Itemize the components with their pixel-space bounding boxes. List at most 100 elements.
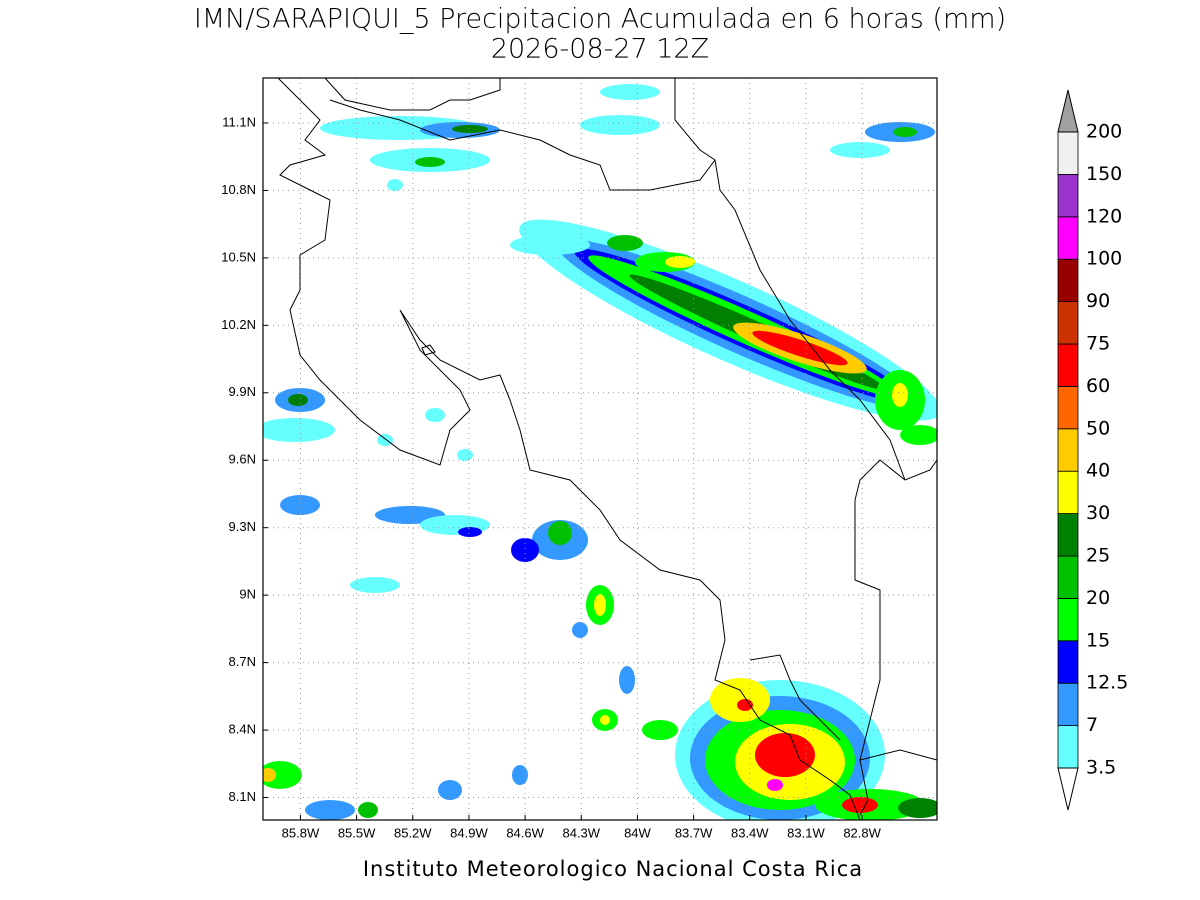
colorbar-swatch xyxy=(1057,301,1079,345)
y-tick-label: 9.3N xyxy=(229,519,256,534)
precip-area xyxy=(830,142,890,158)
colorbar-swatch xyxy=(1057,640,1079,684)
precip-area xyxy=(288,394,308,406)
colorbar-label: 12.5 xyxy=(1086,672,1128,694)
precip-area xyxy=(898,798,937,818)
colorbar-swatch xyxy=(1057,385,1079,430)
x-tick-label: 85.8W xyxy=(282,825,320,840)
colorbar-label: 60 xyxy=(1086,375,1110,397)
x-tick-label: 84.6W xyxy=(506,825,544,840)
precip-area xyxy=(642,720,678,740)
y-tick-label: 10.2N xyxy=(221,317,256,332)
precip-area xyxy=(452,125,488,133)
precip-area xyxy=(755,733,815,777)
x-tick-label: 83.7W xyxy=(675,825,713,840)
x-tick-label: 85.5W xyxy=(338,825,376,840)
x-tick-label: 85.2W xyxy=(394,825,432,840)
precip-area xyxy=(458,527,482,537)
precip-area xyxy=(457,449,473,461)
colorbar-label: 3.5 xyxy=(1086,757,1116,779)
y-tick-label: 9.6N xyxy=(229,452,256,467)
colorbar-label: 120 xyxy=(1086,205,1122,227)
precip-area xyxy=(737,699,753,711)
colorbar-label: 100 xyxy=(1086,248,1122,270)
precip-area xyxy=(607,235,643,251)
colorbar-label: 150 xyxy=(1086,163,1122,185)
precip-area xyxy=(572,622,588,638)
precip-area xyxy=(263,761,302,789)
precip-area xyxy=(752,330,848,366)
colorbar-swatch xyxy=(1057,131,1079,175)
colorbar-swatch xyxy=(1057,343,1079,387)
colorbar-label: 30 xyxy=(1086,502,1110,524)
precip-area xyxy=(548,521,572,545)
colorbar-label: 15 xyxy=(1086,629,1110,651)
precip-area xyxy=(900,425,937,445)
precip-area xyxy=(387,179,403,191)
precip-area xyxy=(415,157,445,167)
precipitation-field xyxy=(263,84,937,820)
precip-area xyxy=(438,780,462,800)
y-tick-label: 8.1N xyxy=(229,789,256,804)
plot-frame xyxy=(262,77,938,821)
colorbar-swatch xyxy=(1057,598,1079,642)
x-tick-label: 84W xyxy=(624,825,651,840)
x-tick-label: 83.1W xyxy=(787,825,825,840)
precip-area xyxy=(767,779,783,791)
colorbar-swatch xyxy=(1057,725,1079,769)
y-tick-label: 9N xyxy=(239,587,256,602)
colorbar-label: 25 xyxy=(1086,545,1110,567)
precip-area xyxy=(358,802,378,818)
y-tick-label: 8.7N xyxy=(229,654,256,669)
precip-area xyxy=(619,666,635,694)
x-tick-label: 82.8W xyxy=(843,825,881,840)
colorbar-label: 200 xyxy=(1086,121,1122,143)
axes: 85.8W 85.5W 85.2W 84.9W 84.6W 84.3W 84W 83.7W 83… xyxy=(221,114,881,840)
colorbar-label: 7 xyxy=(1086,714,1098,736)
colorbar-swatch xyxy=(1057,682,1079,727)
precip-area xyxy=(305,800,355,820)
precip-area xyxy=(710,678,770,722)
colorbar-under xyxy=(1057,767,1079,811)
precip-area xyxy=(512,765,528,785)
x-tick-label: 84.9W xyxy=(450,825,488,840)
y-tick-label: 9.9N xyxy=(229,384,256,399)
x-tick-label: 84.3W xyxy=(562,825,600,840)
precip-area xyxy=(280,495,320,515)
colorbar-label: 90 xyxy=(1086,290,1110,312)
credit: Instituto Meteorologico Nacional Costa R… xyxy=(363,857,863,881)
plot-area xyxy=(263,78,937,820)
y-tick-label: 8.4N xyxy=(229,721,256,736)
colorbar-swatch xyxy=(1057,173,1079,218)
colorbar-swatch xyxy=(1057,470,1079,515)
precip-area xyxy=(263,768,276,782)
precip-area xyxy=(892,383,908,407)
colorbar: 3.5 7 12.5 15 20 25 30 40 50 60 75 90 100 120 150 200 xyxy=(1057,89,1128,811)
colorbar-swatch xyxy=(1057,428,1079,472)
precip-area xyxy=(510,235,590,255)
precip-area xyxy=(263,418,335,442)
precip-area xyxy=(893,127,917,137)
colorbar-label: 20 xyxy=(1086,587,1110,609)
colorbar-swatch xyxy=(1057,513,1079,557)
precip-area xyxy=(425,408,445,422)
precip-area xyxy=(665,256,695,268)
precip-area xyxy=(842,797,878,813)
colorbar-label: 40 xyxy=(1086,460,1110,482)
precip-area xyxy=(511,538,539,562)
precip-area xyxy=(580,115,660,135)
y-tick-label: 10.5N xyxy=(221,249,256,264)
colorbar-swatch xyxy=(1057,258,1079,303)
subtitle: 2026-08-27 12Z xyxy=(491,34,709,65)
precip-area xyxy=(600,84,660,100)
precip-area xyxy=(594,594,606,616)
colorbar-over xyxy=(1057,89,1079,133)
coastlines xyxy=(277,78,937,820)
colorbar-label: 75 xyxy=(1086,333,1110,355)
y-tick-label: 10.8N xyxy=(221,182,256,197)
precip-area xyxy=(600,715,610,725)
precip-area xyxy=(377,434,393,446)
x-tick-label: 83.4W xyxy=(731,825,769,840)
